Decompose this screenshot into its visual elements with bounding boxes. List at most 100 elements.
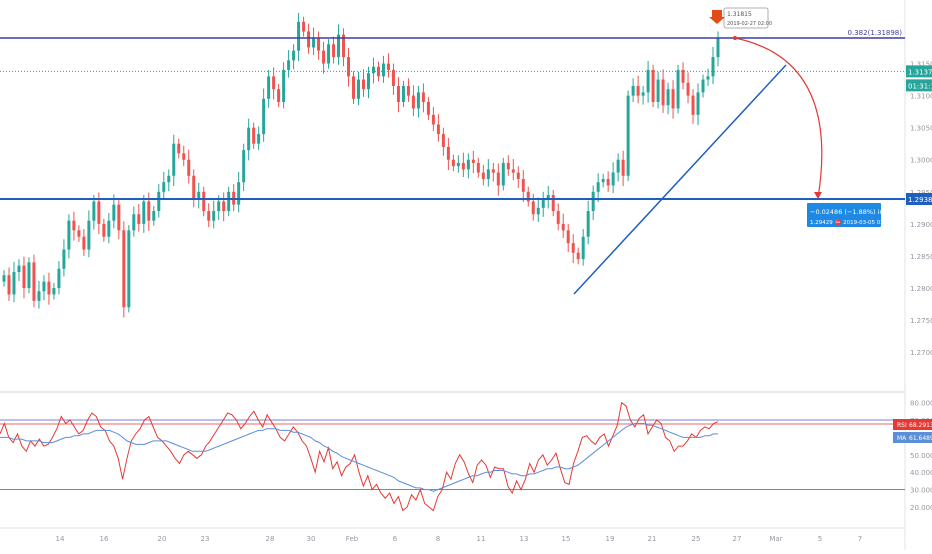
candle-body [7, 275, 11, 295]
rsi-tag [893, 419, 932, 430]
candle-body [67, 220, 71, 250]
candle-body [312, 37, 316, 48]
candle-body [57, 268, 61, 289]
rsi-line [0, 401, 719, 512]
candle-body [272, 76, 276, 90]
candle-body [42, 281, 46, 292]
candle-body [352, 76, 356, 99]
candle-body [606, 178, 610, 186]
candle-body [317, 37, 321, 51]
annotation-date: 2019-02-27 02:00 [727, 21, 772, 27]
candle-body [586, 211, 590, 237]
time-tick-label: 15 [562, 535, 571, 543]
price-tick-label: 1.28500 [910, 253, 932, 261]
candle-body [421, 92, 425, 103]
candle-body [496, 172, 500, 186]
candle-body [416, 92, 420, 109]
candle-body [77, 230, 81, 237]
candle-body [82, 236, 86, 250]
projection-arc [734, 37, 823, 199]
rsi-ma-line [0, 423, 718, 492]
candle-body [197, 191, 201, 199]
candle-body [551, 195, 555, 212]
time-tick-label: 6 [393, 535, 398, 543]
candle-body [671, 89, 675, 109]
candle-body [646, 69, 650, 93]
candle-body [172, 143, 176, 176]
price-tick-label: 1.30000 [910, 157, 932, 165]
candle-body [556, 211, 560, 224]
candle-body [516, 172, 520, 179]
osc-tick-label: 30.0000 [910, 487, 932, 495]
time-tick-label: 7 [858, 535, 862, 543]
candle-body [686, 82, 690, 96]
candle-body [302, 21, 306, 32]
time-tick-label: 11 [477, 535, 486, 543]
candle-body [546, 195, 550, 199]
projection-start-dot [733, 36, 737, 40]
candle-body [371, 66, 375, 74]
annotation-price: 1.31815 [727, 11, 752, 18]
support-price-tag [906, 193, 932, 205]
candle-body [616, 159, 620, 173]
candle-body [182, 153, 186, 160]
candle-body [252, 127, 256, 144]
candle-body [137, 214, 141, 224]
candle-body [441, 134, 445, 147]
candle-body [596, 182, 600, 192]
price-tick-label: 1.31000 [910, 93, 932, 101]
candle-body [92, 201, 96, 221]
candle-body [396, 85, 400, 103]
candle-body [696, 92, 700, 115]
candle-body [476, 162, 480, 173]
candle-body [666, 89, 670, 106]
candle-body [566, 230, 570, 244]
candle-body [2, 275, 6, 282]
candle-body [681, 69, 685, 83]
candle-body [366, 73, 370, 90]
candle-body [486, 169, 490, 179]
time-tick-label: 23 [201, 535, 210, 543]
candle-body [401, 85, 405, 103]
time-tick-label: 27 [733, 535, 742, 543]
candle-body [576, 252, 580, 260]
candle-body [386, 63, 390, 70]
countdown-tag [906, 79, 932, 92]
time-tick-label: Feb [346, 535, 359, 543]
candle-body [591, 191, 595, 212]
osc-tick-label: 40.0000 [910, 469, 932, 477]
candle-body [716, 37, 720, 58]
candle-body [631, 85, 635, 96]
candle-body [332, 44, 336, 58]
candle-body [701, 79, 705, 93]
candle-body [636, 85, 640, 96]
last-price-value: 1.31378 [908, 68, 932, 76]
candle-body [541, 198, 545, 208]
candle-body [536, 207, 540, 215]
candle-body [187, 159, 191, 176]
candle-body [381, 63, 385, 77]
candle-body [531, 201, 535, 215]
candle-body [327, 44, 331, 64]
time-tick-label: 5 [818, 535, 822, 543]
candle-body [112, 204, 116, 221]
candle-body [456, 162, 460, 167]
candle-body [391, 69, 395, 86]
candle-body [97, 201, 101, 224]
candle-body [122, 230, 126, 308]
time-tick-label: 25 [692, 535, 701, 543]
candle-body [307, 31, 311, 48]
price-tick-label: 1.29500 [910, 189, 932, 197]
candle-body [157, 191, 161, 212]
candle-body [661, 79, 665, 106]
candle-body [87, 220, 91, 250]
candle-body [192, 175, 196, 199]
rsi-tag-name: RSI [897, 422, 907, 429]
candle-body [17, 265, 21, 272]
price-tick-label: 1.28000 [910, 285, 932, 293]
candle-body [262, 98, 266, 135]
candle-body [242, 150, 246, 183]
candle-body [451, 159, 455, 167]
